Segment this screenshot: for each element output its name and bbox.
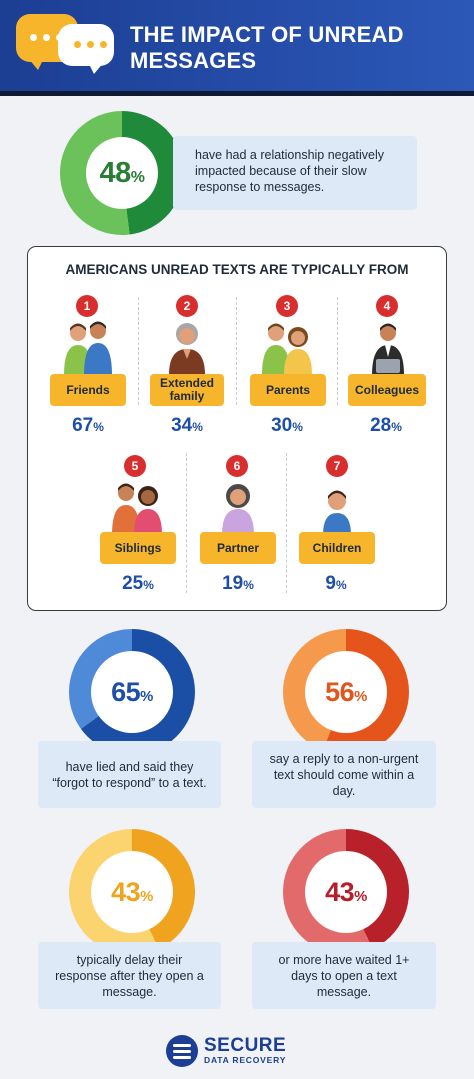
- category-label-extended-family: Extended family: [150, 374, 224, 406]
- category-label-siblings: Siblings: [100, 532, 176, 564]
- donut-43-delay: 43%: [69, 829, 195, 955]
- stat-text-delay-response: typically delay their response after the…: [38, 942, 221, 1009]
- divider: [286, 453, 287, 593]
- friends-icon: [64, 321, 112, 375]
- brand-line-1: SECURE: [204, 1035, 287, 1056]
- category-label-partner: Partner: [200, 532, 276, 564]
- grandparent-icon: [169, 323, 205, 375]
- rank-badge-3: 3: [276, 295, 298, 317]
- category-label-parents: Parents: [250, 374, 326, 406]
- category-percent-siblings: 25%: [122, 573, 154, 594]
- category-percent-parents: 30%: [271, 415, 303, 436]
- stat-value: 43%: [325, 876, 367, 907]
- stat-relationship-text: have had a relationship negatively impac…: [173, 136, 417, 210]
- category-percent-children: 9%: [325, 573, 347, 594]
- category-label-children: Children: [299, 532, 375, 564]
- header-banner: THE IMPACT OF UNREAD MESSAGES: [0, 0, 474, 96]
- typing-dots-icon: [74, 41, 107, 48]
- category-label-colleagues: Colleagues: [348, 374, 426, 406]
- donut-center: 48%: [86, 137, 158, 209]
- category-percent-extended-family: 34%: [171, 415, 203, 436]
- rank-badge-6: 6: [226, 455, 248, 477]
- stat-text-reply-within-day: say a reply to a non-urgent text should …: [252, 741, 436, 808]
- divider: [236, 297, 237, 405]
- category-label-friends: Friends: [50, 374, 126, 406]
- unread-from-panel: AMERICANS UNREAD TEXTS ARE TYPICALLY FRO…: [27, 246, 447, 611]
- category-percent-colleagues: 28%: [370, 415, 402, 436]
- brand-logo: SECURE DATA RECOVERY: [166, 1035, 286, 1067]
- page-title: THE IMPACT OF UNREAD MESSAGES: [130, 22, 404, 73]
- donut-center: 56%: [305, 651, 387, 733]
- donut-56: 56%: [283, 629, 409, 755]
- rank-badge-4: 4: [376, 295, 398, 317]
- lock-icon: [166, 1035, 198, 1067]
- stat-text-waited-days: or more have waited 1+ days to open a te…: [252, 942, 436, 1009]
- donut-center: 65%: [91, 651, 173, 733]
- donut-center: 43%: [91, 851, 173, 933]
- siblings-icon: [112, 483, 162, 535]
- divider: [186, 453, 187, 593]
- parents-icon: [262, 323, 312, 375]
- panel-title: AMERICANS UNREAD TEXTS ARE TYPICALLY FRO…: [65, 262, 409, 277]
- brand-line-2: DATA RECOVERY: [204, 1055, 287, 1065]
- rank-badge-1: 1: [76, 295, 98, 317]
- stat-value: 65%: [111, 676, 153, 707]
- stat-value: 56%: [325, 676, 367, 707]
- donut-43-waited: 43%: [283, 829, 409, 955]
- category-percent-friends: 67%: [72, 415, 104, 436]
- stat-text-lied: have lied and said they “forgot to respo…: [38, 741, 221, 808]
- rank-badge-2: 2: [176, 295, 198, 317]
- stat-value: 48%: [99, 156, 145, 189]
- stat-value: 43%: [111, 876, 153, 907]
- divider: [138, 297, 139, 405]
- partner-icon: [222, 484, 254, 535]
- divider: [337, 297, 338, 405]
- donut-48: 48%: [60, 111, 184, 235]
- brand-text: SECURE DATA RECOVERY: [204, 1035, 287, 1065]
- donut-center: 43%: [305, 851, 387, 933]
- donut-65: 65%: [69, 629, 195, 755]
- colleague-icon: [372, 323, 404, 375]
- rank-badge-5: 5: [124, 455, 146, 477]
- child-icon: [323, 490, 351, 535]
- rank-badge-7: 7: [326, 455, 348, 477]
- category-percent-partner: 19%: [222, 573, 254, 594]
